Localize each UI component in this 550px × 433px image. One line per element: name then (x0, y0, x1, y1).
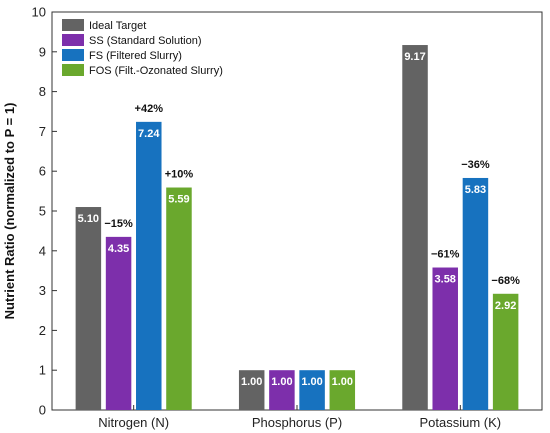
bar (105, 236, 132, 410)
y-tick-label: 0 (39, 403, 46, 418)
legend-label: Ideal Target (89, 20, 146, 32)
change-annotation: −15% (104, 218, 133, 230)
bar-value-label: 9.17 (404, 51, 425, 63)
bar-value-label: 3.58 (435, 274, 456, 286)
bar (75, 207, 102, 410)
legend-swatch (62, 19, 84, 31)
bar-value-label: 5.10 (78, 213, 99, 225)
change-annotation: −36% (461, 159, 490, 171)
change-annotation: +42% (135, 103, 164, 115)
y-tick-label: 3 (39, 283, 46, 298)
y-tick-label: 5 (39, 204, 46, 219)
bar (432, 267, 458, 410)
legend-label: FS (Filtered Slurry) (89, 50, 182, 62)
legend-swatch (62, 34, 84, 46)
y-tick-label: 1 (39, 363, 46, 378)
y-tick-label: 9 (39, 44, 46, 59)
bar-value-label: 5.83 (465, 184, 486, 196)
x-tick-label: Phosphorus (P) (252, 415, 342, 430)
legend-swatch (62, 64, 84, 76)
bar-value-label: 4.35 (108, 243, 129, 255)
bar-value-label: 1.00 (241, 376, 262, 388)
y-tick-label: 7 (39, 124, 46, 139)
y-tick-label: 4 (39, 243, 46, 258)
bar (238, 370, 265, 410)
y-tick-label: 8 (39, 84, 46, 99)
bars: 5.10 4.35 −15% 7.24 +42% 5.59 +10% 1.00 1.00 1.00… (75, 45, 520, 411)
legend-label: FOS (Filt.-Ozonated Slurry) (89, 65, 223, 77)
bar-value-label: 1.00 (332, 376, 353, 388)
legend-swatch (62, 49, 84, 61)
bar-value-label: 1.00 (271, 376, 292, 388)
bar-value-label: 7.24 (138, 128, 160, 140)
y-axis-label: Nutrient Ratio (normalized to P = 1) (2, 103, 17, 320)
bar (492, 293, 519, 410)
bar (329, 370, 356, 410)
x-tick-label: Nitrogen (N) (98, 415, 169, 430)
bar (269, 370, 295, 410)
bar-value-label: 1.00 (301, 376, 322, 388)
y-tick-label: 6 (39, 164, 46, 179)
bar (136, 121, 162, 411)
legend: Ideal Target SS (Standard Solution) FS (Fi… (62, 19, 223, 77)
bar (402, 45, 428, 411)
x-tick-label: Potassium (K) (420, 415, 502, 430)
change-annotation: −61% (431, 249, 460, 261)
bar-value-label: 5.59 (168, 194, 189, 206)
y-axis-ticks: 0 1 2 3 4 5 6 7 8 9 10 (32, 5, 57, 418)
y-tick-label: 2 (39, 323, 46, 338)
change-annotation: +10% (165, 169, 194, 181)
y-tick-label: 10 (32, 5, 46, 20)
legend-label: SS (Standard Solution) (89, 35, 202, 47)
x-axis-ticks: Nitrogen (N) Phosphorus (P) Potassium (K) (98, 405, 501, 430)
change-annotation: −68% (491, 275, 520, 287)
bar (166, 187, 192, 410)
bar-value-label: 2.92 (495, 300, 516, 312)
bar (462, 177, 489, 410)
bar (299, 370, 325, 410)
